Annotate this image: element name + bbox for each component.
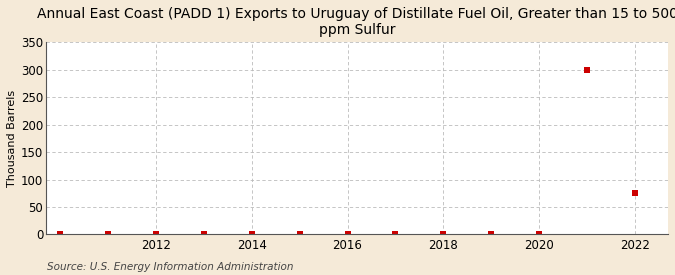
Text: Source: U.S. Energy Information Administration: Source: U.S. Energy Information Administ… [47, 262, 294, 272]
Title: Annual East Coast (PADD 1) Exports to Uruguay of Distillate Fuel Oil, Greater th: Annual East Coast (PADD 1) Exports to Ur… [36, 7, 675, 37]
Y-axis label: Thousand Barrels: Thousand Barrels [7, 90, 17, 187]
